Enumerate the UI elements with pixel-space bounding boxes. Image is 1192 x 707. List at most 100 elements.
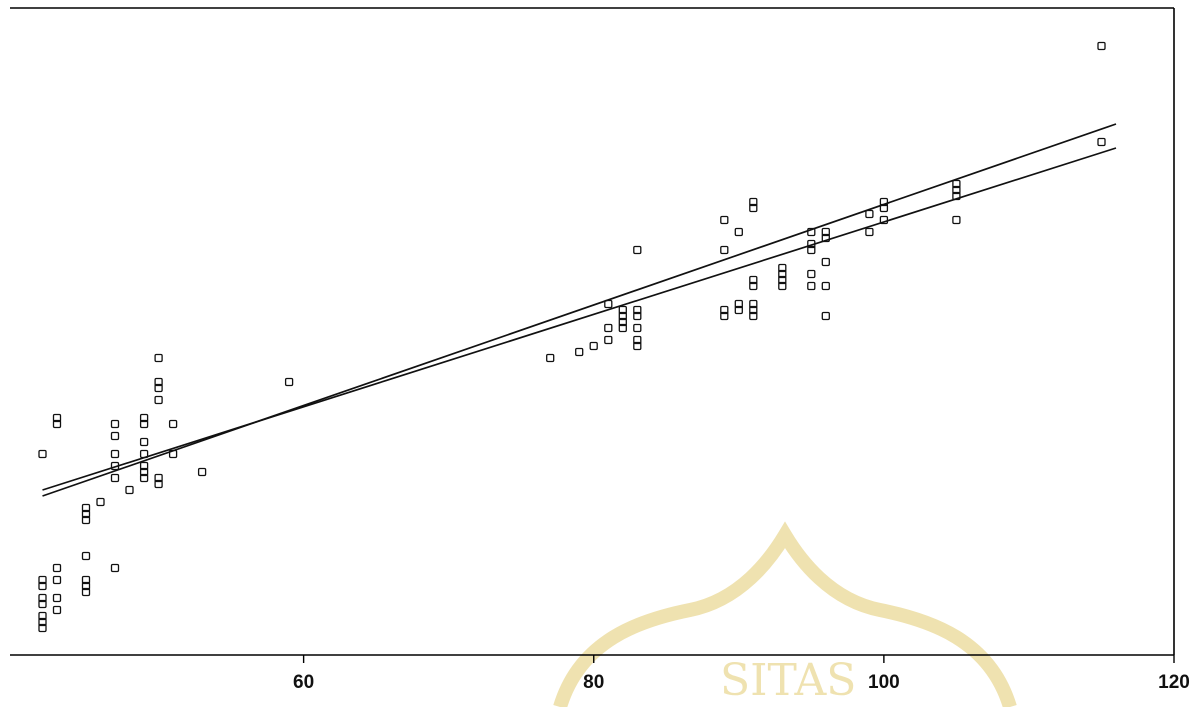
data-point-37 — [154, 479, 163, 489]
data-point-93 — [879, 215, 889, 225]
data-point-60 — [633, 311, 642, 321]
data-point-100 — [1097, 137, 1106, 147]
data-point-56 — [618, 305, 627, 315]
data-point-90 — [821, 227, 830, 237]
data-point-75 — [749, 203, 758, 213]
data-point-28 — [110, 419, 120, 429]
x-tick-label-120: 120 — [1158, 672, 1190, 693]
x-tick-label-60: 60 — [293, 672, 314, 693]
watermark-text: SITAS — [720, 655, 856, 706]
data-point-40 — [154, 383, 163, 393]
data-point-29 — [125, 485, 134, 495]
data-point-77 — [778, 281, 787, 291]
data-point-43 — [168, 449, 178, 459]
data-point-17 — [81, 515, 91, 525]
fit-line-1 — [42, 123, 1117, 497]
data-point-67 — [734, 305, 743, 315]
data-point-49 — [589, 341, 598, 351]
data-point-3 — [38, 581, 47, 591]
data-point-66 — [720, 215, 729, 225]
data-point-12 — [52, 563, 62, 573]
data-point-62 — [633, 245, 642, 255]
watermark-seal: SITAS — [553, 521, 1017, 707]
data-point-54 — [618, 317, 627, 327]
data-point-7 — [38, 617, 47, 627]
data-point-101 — [1097, 41, 1106, 51]
data-point-76 — [749, 197, 758, 207]
data-point-89 — [821, 233, 830, 243]
data-point-21 — [81, 587, 91, 597]
data-point-32 — [139, 461, 149, 471]
x-tick-labels: 60 80 100 120 — [293, 672, 1190, 693]
data-point-99 — [952, 179, 961, 189]
data-point-79 — [778, 269, 787, 279]
fit-lines — [42, 123, 1117, 497]
data-point-51 — [604, 323, 613, 333]
data-point-19 — [81, 575, 91, 585]
data-point-85 — [807, 227, 816, 237]
data-points — [38, 41, 1106, 633]
data-point-34 — [139, 437, 149, 447]
data-point-46 — [284, 377, 294, 387]
data-point-48 — [575, 347, 584, 357]
data-point-71 — [749, 305, 758, 315]
data-point-44 — [168, 419, 178, 429]
data-point-20 — [81, 581, 91, 591]
data-point-91 — [865, 227, 874, 237]
data-point-8 — [38, 623, 47, 633]
data-point-9 — [52, 605, 62, 615]
data-point-35 — [139, 419, 149, 429]
data-point-88 — [821, 257, 830, 267]
data-point-96 — [952, 215, 961, 225]
data-point-68 — [734, 299, 743, 309]
data-point-57 — [633, 341, 642, 351]
data-point-53 — [618, 323, 627, 333]
x-tick-label-80: 80 — [583, 672, 604, 693]
data-point-64 — [720, 305, 729, 315]
data-point-30 — [139, 473, 149, 483]
data-point-92 — [865, 209, 874, 219]
data-point-18 — [81, 551, 91, 561]
data-point-22 — [96, 497, 105, 507]
data-point-15 — [81, 503, 91, 513]
data-point-24 — [110, 473, 120, 483]
data-point-31 — [139, 467, 149, 477]
data-point-73 — [749, 281, 758, 291]
data-point-84 — [807, 239, 816, 249]
data-point-38 — [154, 473, 163, 483]
data-point-47 — [546, 353, 555, 363]
data-point-63 — [720, 311, 729, 321]
data-point-72 — [749, 299, 758, 309]
data-point-33 — [139, 449, 149, 459]
data-point-80 — [778, 263, 787, 273]
data-point-81 — [807, 281, 816, 291]
data-point-42 — [154, 353, 163, 363]
data-point-23 — [110, 563, 120, 573]
data-point-1 — [38, 449, 47, 459]
x-ticks — [302, 655, 1175, 663]
data-point-78 — [778, 275, 787, 285]
data-point-11 — [52, 575, 62, 585]
data-point-36 — [139, 413, 149, 423]
data-point-52 — [604, 299, 613, 309]
data-point-69 — [734, 227, 743, 237]
data-point-74 — [749, 275, 758, 285]
data-point-82 — [807, 269, 816, 279]
data-point-27 — [110, 431, 120, 441]
x-tick-label-100: 100 — [868, 672, 900, 693]
data-point-2 — [38, 575, 47, 585]
data-point-14 — [52, 413, 62, 423]
data-point-10 — [52, 593, 62, 603]
fit-line-2 — [42, 147, 1117, 491]
data-point-97 — [952, 191, 961, 201]
data-point-87 — [821, 281, 830, 291]
data-point-55 — [618, 311, 627, 321]
data-point-98 — [952, 185, 961, 195]
data-point-61 — [633, 305, 642, 315]
data-point-50 — [604, 335, 613, 345]
data-point-6 — [38, 611, 47, 621]
data-point-13 — [52, 419, 62, 429]
data-point-95 — [879, 197, 889, 207]
data-point-86 — [821, 311, 830, 321]
